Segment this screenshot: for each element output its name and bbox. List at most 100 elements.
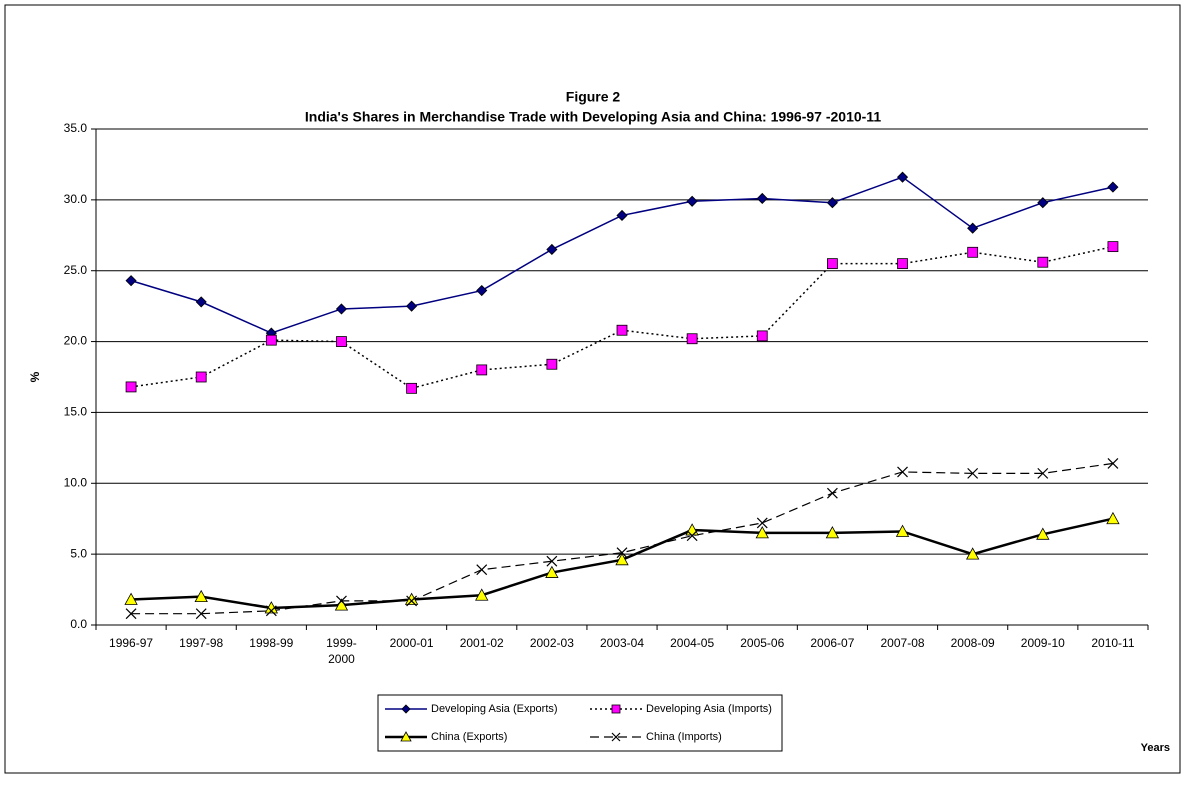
marker xyxy=(616,209,628,222)
x-tick-label: 1997-98 xyxy=(179,636,224,650)
y-tick-label: 25.0 xyxy=(64,263,88,277)
x-tick-label-box: 1998-99 xyxy=(249,636,294,650)
marker xyxy=(195,296,207,308)
y-tick-label: 5.0 xyxy=(70,546,87,560)
marker xyxy=(1107,458,1119,469)
legend-label: China (Exports) xyxy=(431,731,507,743)
marker xyxy=(336,336,347,347)
y-tick-label: 0.0 xyxy=(70,617,87,631)
marker xyxy=(404,592,419,605)
marker xyxy=(195,608,207,620)
marker xyxy=(1037,197,1049,209)
x-tick-label-box: 2009-10 xyxy=(1021,636,1065,650)
marker xyxy=(476,284,488,297)
marker xyxy=(125,275,137,287)
legend-label: Developing Asia (Imports) xyxy=(646,703,772,715)
chart-title: Figure 2 xyxy=(566,89,621,105)
marker xyxy=(825,526,840,539)
x-tick-label-box: 1999-2000 xyxy=(326,636,357,666)
x-tick-label-box: 2010-11 xyxy=(1091,636,1135,650)
marker xyxy=(1037,467,1049,479)
x-tick-label-box: 2008-09 xyxy=(950,636,995,650)
marker xyxy=(406,595,418,607)
x-axis-label: Years xyxy=(1141,742,1170,754)
marker xyxy=(195,371,207,383)
marker xyxy=(615,552,629,566)
marker xyxy=(475,588,489,601)
x-tick-label: 2010-11 xyxy=(1091,636,1135,650)
x-tick-label: 1999-2000 xyxy=(326,636,357,666)
x-tick-label: 2006-07 xyxy=(810,636,855,650)
x-tick-label-box: 2002-03 xyxy=(529,636,574,650)
marker xyxy=(265,334,277,346)
marker xyxy=(194,589,208,603)
marker xyxy=(546,243,558,256)
marker xyxy=(335,303,348,315)
marker xyxy=(756,192,768,205)
marker xyxy=(897,466,908,478)
y-tick-label: 15.0 xyxy=(64,405,88,419)
marker xyxy=(476,364,488,376)
x-tick-label-box: 2005-06 xyxy=(740,636,785,650)
marker xyxy=(755,526,769,539)
x-tick-label: 1996-97 xyxy=(109,636,154,650)
marker xyxy=(125,381,137,393)
marker xyxy=(897,258,908,270)
x-tick-label: 2002-03 xyxy=(529,636,574,650)
legend-label: China (Imports) xyxy=(646,731,722,743)
marker xyxy=(546,358,558,370)
marker xyxy=(686,333,698,345)
marker xyxy=(686,530,698,542)
x-tick-label-box: 2006-07 xyxy=(810,636,855,650)
x-tick-label-box: 2007-08 xyxy=(880,636,925,650)
x-tick-label: 2005-06 xyxy=(740,636,785,650)
x-tick-label: 2003-04 xyxy=(599,636,645,650)
marker xyxy=(1036,527,1050,540)
chart-frame xyxy=(4,4,1181,774)
x-tick-label-box: 2000-01 xyxy=(389,636,434,650)
x-tick-label: 2008-09 xyxy=(950,636,995,650)
x-tick-label: 2000-01 xyxy=(389,636,434,650)
marker xyxy=(545,565,559,578)
y-tick-label: 20.0 xyxy=(64,334,88,348)
marker xyxy=(406,300,418,312)
x-tick-label: 1998-99 xyxy=(249,636,294,650)
marker xyxy=(896,171,909,183)
legend-marker xyxy=(611,704,621,714)
marker xyxy=(1107,181,1119,193)
marker xyxy=(336,595,347,607)
marker xyxy=(616,547,628,559)
x-tick-label-box: 1996-97 xyxy=(109,636,154,650)
marker xyxy=(967,222,979,234)
marker xyxy=(826,197,838,209)
marker xyxy=(967,467,979,479)
x-tick-label: 2001-02 xyxy=(459,636,504,650)
marker xyxy=(967,246,979,258)
marker xyxy=(124,592,138,605)
marker xyxy=(965,547,980,560)
marker xyxy=(265,605,277,617)
legend-marker xyxy=(401,704,411,714)
marker xyxy=(1107,241,1119,253)
marker xyxy=(125,608,137,620)
y-axis-label: % xyxy=(28,371,42,382)
legend-marker xyxy=(400,731,412,742)
marker xyxy=(476,564,488,576)
x-tick-label: 2007-08 xyxy=(880,636,925,650)
marker xyxy=(1106,511,1120,525)
y-tick-label: 35.0 xyxy=(64,121,88,135)
x-tick-label-box: 1997-98 xyxy=(179,636,224,650)
x-tick-label-box: 2001-02 xyxy=(459,636,504,650)
legend-label: Developing Asia (Exports) xyxy=(431,703,558,715)
x-tick-label-box: 2004-05 xyxy=(670,636,714,650)
marker xyxy=(827,258,838,270)
y-tick-label: 30.0 xyxy=(64,192,88,206)
marker xyxy=(616,324,628,336)
y-tick-label: 10.0 xyxy=(64,475,88,489)
chart-subtitle: India's Shares in Merchandise Trade with… xyxy=(305,109,881,125)
marker xyxy=(686,195,698,207)
marker xyxy=(895,524,910,537)
legend-marker xyxy=(611,732,621,742)
marker xyxy=(406,382,418,394)
